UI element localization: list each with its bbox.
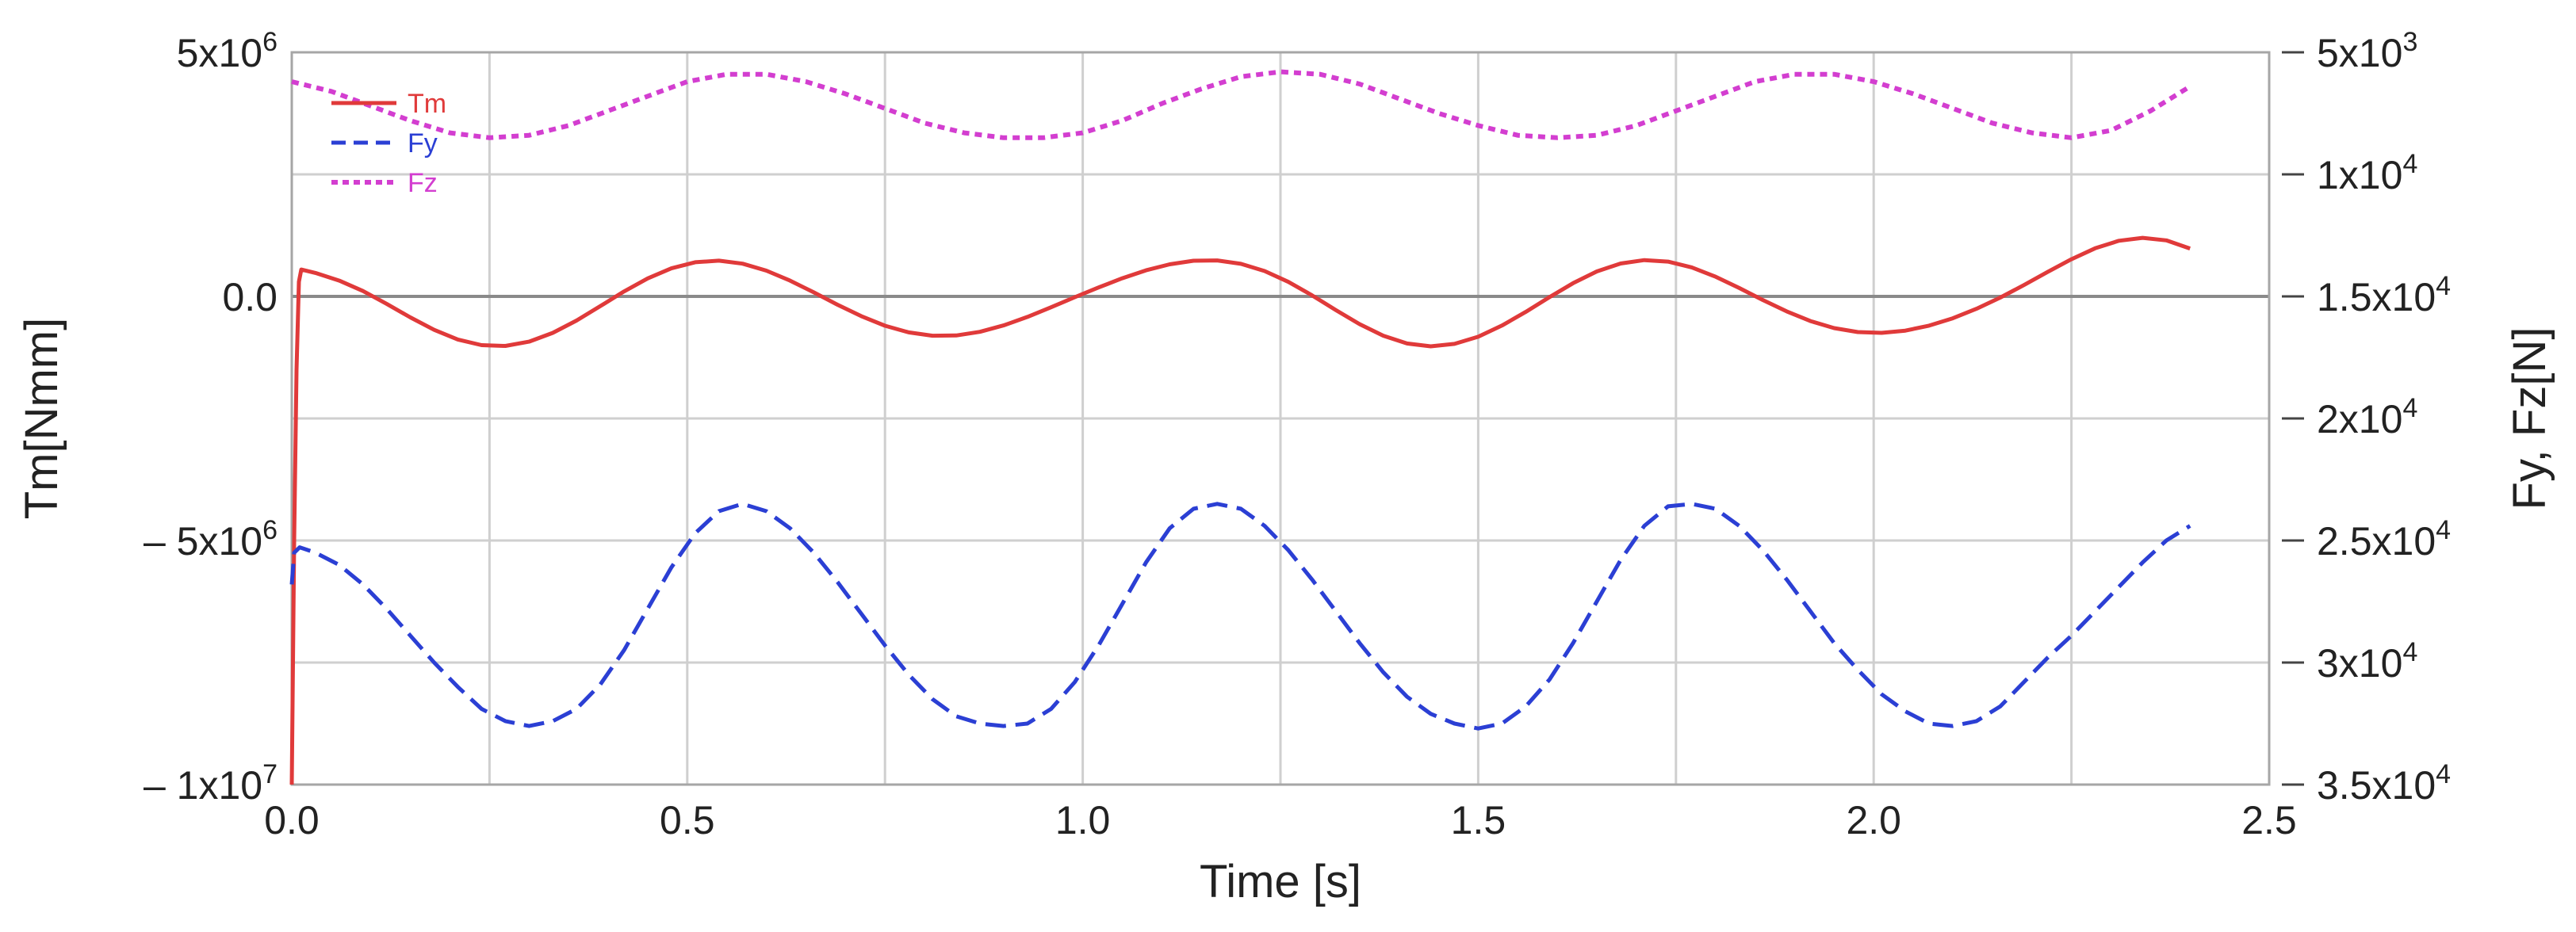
tick-base: 2.5x10 — [2317, 519, 2436, 563]
tick-base: 1x10 — [2317, 153, 2402, 197]
grid — [292, 52, 2269, 785]
x-tick-label: 0.5 — [660, 798, 715, 842]
tick-exponent: 4 — [2436, 759, 2451, 789]
x-tick-label: 2.0 — [1846, 798, 1901, 842]
legend-label-tm: Tm — [408, 89, 446, 119]
tick-base: 3x10 — [2317, 641, 2402, 686]
tick-base: 0.0 — [222, 275, 278, 319]
legend-label-fy: Fy — [408, 128, 438, 159]
plot-frame — [290, 51, 2271, 786]
x-axis-title: Time [s] — [1200, 856, 1361, 907]
tick-base: 1x10 — [177, 763, 262, 808]
tick-dash: – — [144, 519, 177, 563]
tick-exponent: 6 — [262, 515, 278, 545]
x-axis-ticks: 0.0 0.5 1.0 1.5 2.0 2.5 — [264, 798, 2297, 842]
tick-exponent: 4 — [2402, 637, 2417, 667]
tick-exponent: 3 — [2402, 27, 2417, 57]
tick-base: 5x10 — [177, 31, 262, 75]
y-right-tick-label: 5x103 — [2317, 27, 2417, 75]
y-left-axis-title: Tm[Nmm] — [16, 318, 67, 520]
series-layer — [289, 69, 2191, 785]
y-right-tick-label: 2.5x104 — [2317, 515, 2451, 563]
x-tick-label: 0.0 — [264, 798, 320, 842]
tick-base: 5x10 — [2317, 31, 2402, 75]
x-tick-label: 1.5 — [1451, 798, 1506, 842]
y-right-tick-label: 1x104 — [2317, 149, 2417, 197]
x-tick-label: 1.0 — [1055, 798, 1111, 842]
x-tick-label: 2.5 — [2241, 798, 2297, 842]
legend-label-fz: Fz — [408, 168, 438, 198]
tick-base: 3.5x10 — [2317, 763, 2436, 808]
tick-dash: – — [144, 763, 177, 808]
tick-exponent: 6 — [262, 27, 278, 57]
y-right-tick-label: 1.5x104 — [2317, 271, 2451, 319]
tick-exponent: 7 — [262, 759, 278, 789]
series-line-tm — [289, 235, 2191, 785]
tick-exponent: 4 — [2436, 271, 2451, 301]
y-right-tick-label: 3x104 — [2317, 637, 2417, 686]
y-left-tick-label: 0.0 — [222, 275, 278, 319]
y-right-axis-title: Fy, Fz[N] — [2504, 327, 2555, 510]
series-line-fy — [289, 502, 2191, 731]
tick-base: 2x10 — [2317, 397, 2402, 441]
tick-base: 5x10 — [177, 519, 262, 563]
y-right-tick-label: 3.5x104 — [2317, 759, 2451, 808]
y-left-tick-label: – 1x107 — [144, 759, 278, 808]
tick-exponent: 4 — [2402, 149, 2417, 179]
legend: Tm Fy Fz — [331, 89, 446, 198]
tick-base: 1.5x10 — [2317, 275, 2436, 319]
y-right-axis-ticks: 5x1031x1041.5x1042x1042.5x1043x1043.5x10… — [2282, 27, 2451, 808]
tick-exponent: 4 — [2436, 515, 2451, 545]
series-line-fz — [291, 69, 2191, 140]
tick-exponent: 4 — [2402, 393, 2417, 423]
y-right-tick-label: 2x104 — [2317, 393, 2417, 441]
y-left-tick-label: 5x106 — [177, 27, 278, 75]
y-left-tick-label: – 5x106 — [144, 515, 278, 563]
